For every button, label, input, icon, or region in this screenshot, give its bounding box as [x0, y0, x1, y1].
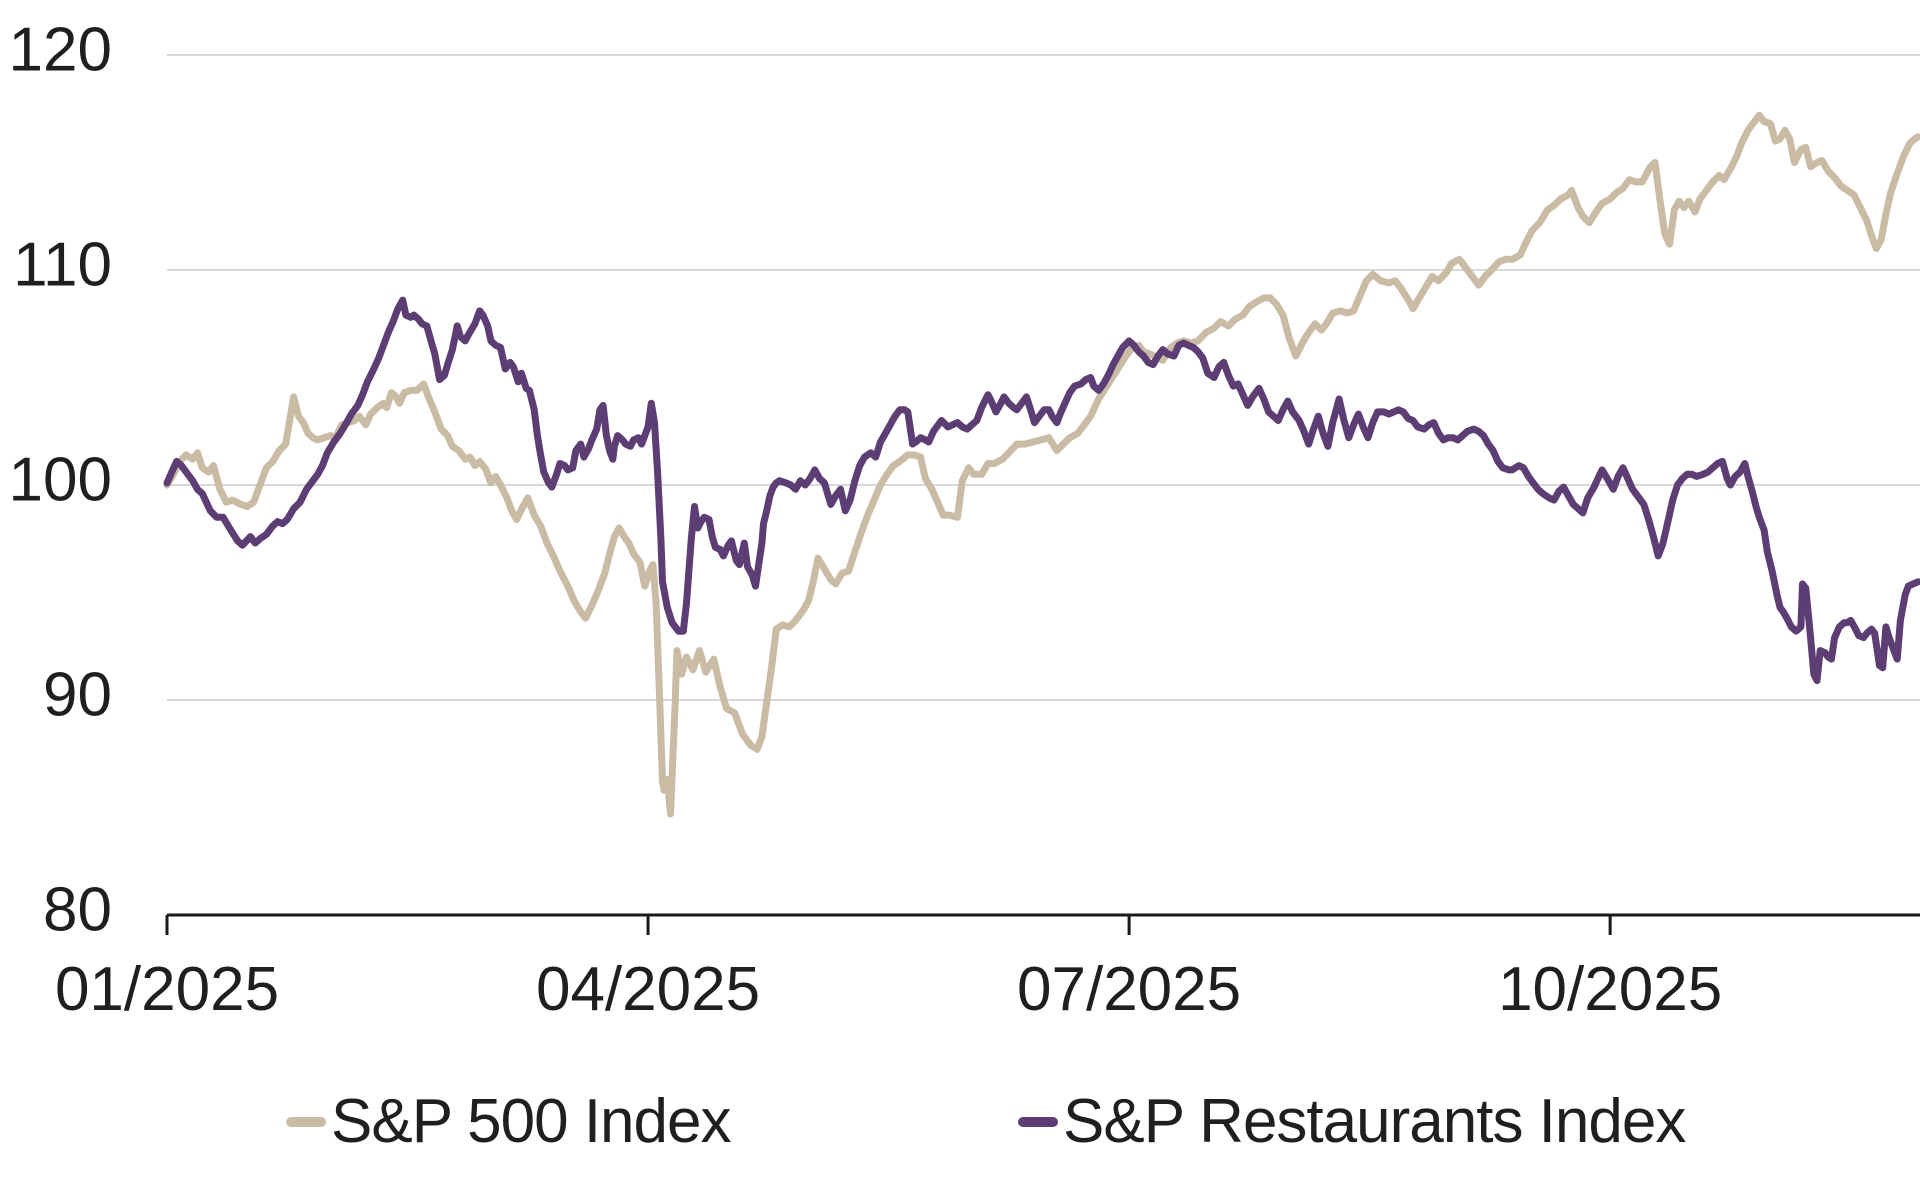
y-axis-label: 80: [43, 876, 112, 945]
y-axis-label: 100: [9, 446, 112, 515]
legend-label-restaurants: S&P Restaurants Index: [1063, 1087, 1686, 1156]
y-axis-label: 90: [43, 661, 112, 730]
x-axis-tick-label: 07/2025: [1017, 955, 1241, 1024]
x-axis-tick-label: 10/2025: [1498, 955, 1722, 1024]
legend-item-restaurants: S&P Restaurants Index: [1018, 1086, 1686, 1157]
series-line-restaurants: [163, 296, 1920, 685]
legend-swatch-restaurants-icon: [1018, 1116, 1058, 1127]
y-axis-label: 120: [9, 16, 112, 85]
legend-swatch-sp500-icon: [286, 1116, 326, 1127]
x-axis-tick-label: 01/2025: [55, 955, 279, 1024]
legend-item-sp500: S&P 500 Index: [286, 1086, 732, 1157]
series-line-sp500: [163, 111, 1920, 818]
y-axis-label: 110: [13, 231, 112, 300]
legend-label-sp500: S&P 500 Index: [331, 1087, 732, 1156]
x-axis-tick-label: 04/2025: [536, 955, 760, 1024]
legend: S&P 500 Index S&P Restaurants Index: [0, 1086, 1920, 1158]
